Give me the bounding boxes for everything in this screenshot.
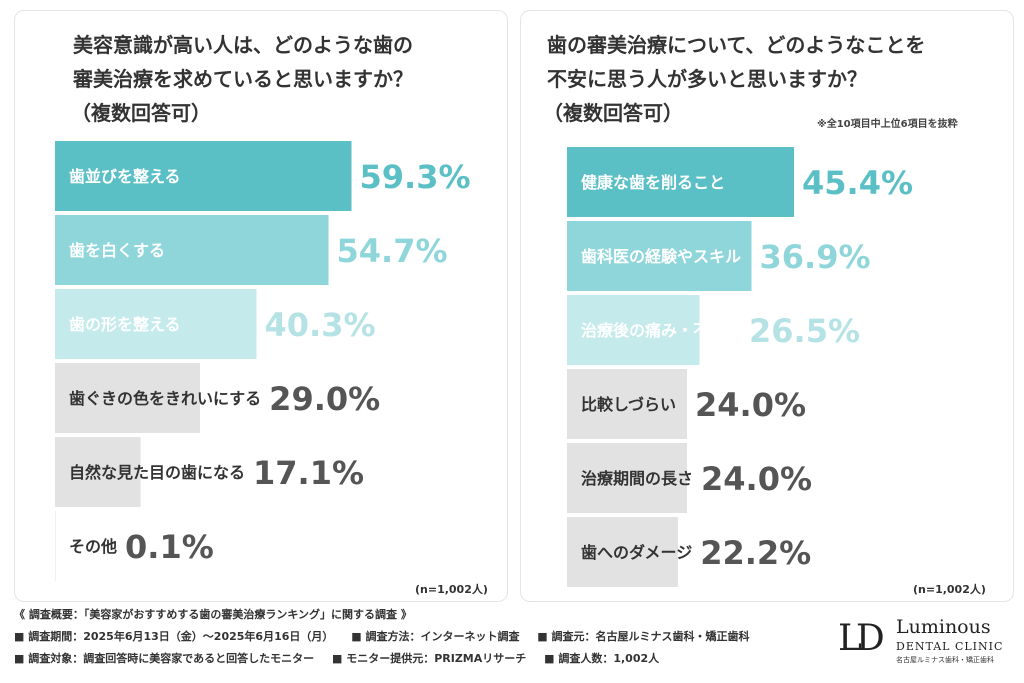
right-title-line-1: 歯の審美治療について、どのようなことを [547,33,926,57]
left-value-label-3: 40.3% [265,306,376,344]
left-value-label-4: 29.0% [269,380,380,418]
right-value-label-2: 36.9% [760,238,871,276]
left-value-label-6: 0.1% [125,528,214,566]
left-title-line-1: 美容意識が高い人は、どのような歯の [73,33,413,57]
right-bar-1 [567,147,794,217]
right-category-label-4: 比較しづらい [581,395,676,414]
right-sample-size: (n=1,002人) [913,583,986,596]
right-value-label-1: 45.4% [802,164,913,202]
left-title-line-2: 審美治療を求めていると思いますか？ [73,67,413,91]
footer-monitor-provider: ■ モニター提供元：PRIZMAリサーチ [331,652,527,665]
left-bar-chart: 歯並びを整える 59.3% 歯を白くする 54.7% 歯の形を整える 40.3% 歯ぐきの色… [55,141,471,581]
left-category-label-1: 歯並びを整える [69,167,181,186]
left-bar-6 [55,511,56,581]
left-title-line-3: （複数回答可） [71,101,211,125]
clinic-logo-subtitle: DENTAL CLINIC [896,640,1004,653]
left-survey-panel: 美容意識が高い人は、どのような歯の 審美治療を求めていると思いますか？ （複数回… [14,10,508,602]
survey-footer: 《 調査概要：「美容家がおすすめする歯の審美治療ランキング」に関する調査 》 ■… [14,606,834,676]
footer-survey-method: ■ 調査方法：インターネット調査 [351,630,520,643]
right-category-label-1: 健康な歯を削ること [581,173,725,192]
left-bar-4 [55,363,200,433]
clinic-logo-mark: LD [838,618,885,659]
right-category-label-2: 歯科医の経験やスキル [581,247,741,266]
right-subset-note: ※全10項目中上位6項目を抜粋 [817,119,958,130]
footer-survey-source: ■ 調査元：名古屋ルミナス歯科・矯正歯科 [537,630,750,643]
footer-survey-period: ■ 調査期間：2025年6月13日（金）～2025年6月16日（月） [14,630,334,643]
left-sample-size: (n=1,002人) [415,583,488,596]
right-title-line-2: 不安に思う人が多いと思いますか？ [547,67,867,91]
right-category-label-3: 治療後の痛み・不快感 [581,321,741,340]
left-bar-5 [55,437,141,507]
left-value-label-1: 59.3% [360,158,471,196]
right-value-label-6: 22.2% [700,534,811,572]
clinic-logo-name: Luminous [896,616,991,638]
right-title-line-3: （複数回答可） [543,101,683,125]
left-category-label-2: 歯を白くする [69,241,165,260]
clinic-logo: LD Luminous DENTAL CLINIC 名古屋ルミナス歯科・矯正歯科 [838,616,1008,672]
footer-survey-target: ■ 調査対象：調査回答時に美容家であると回答したモニター [14,652,315,665]
left-category-label-6: その他 [69,537,117,556]
left-category-label-5: 自然な見た目の歯になる [69,463,245,482]
left-bar-3 [55,289,257,359]
right-bar-6 [567,517,678,587]
right-value-label-3: 26.5% [749,312,860,350]
right-category-label-6: 歯へのダメージ [581,543,692,562]
left-category-label-4: 歯ぐきの色をきれいにする [69,389,261,408]
left-category-label-3: 歯の形を整える [69,315,181,334]
footer-summary: 《 調査概要：「美容家がおすすめする歯の審美治療ランキング」に関する調査 》 [14,608,412,621]
left-value-label-5: 17.1% [253,454,364,492]
right-bar-5 [567,443,687,513]
right-survey-panel: 歯の審美治療について、どのようなことを 不安に思う人が多いと思いますか？ （複数… [520,10,1014,602]
left-value-label-2: 54.7% [337,232,448,270]
right-bar-2 [567,221,752,291]
right-bar-4 [567,369,687,439]
footer-row-1: ■ 調査期間：2025年6月13日（金）～2025年6月16日（月） ■ 調査方… [14,628,764,644]
left-bar-2 [55,215,329,285]
right-value-label-5: 24.0% [701,460,812,498]
footer-respondents: ■ 調査人数：1,002人 [544,652,660,665]
right-category-label-5: 治療期間の長さ [581,469,693,488]
right-bar-chart: 健康な歯を削ること 45.4% 歯科医の経験やスキル 36.9% 治療後の痛み・不快感 2… [567,147,913,587]
left-bar-1 [55,141,352,211]
footer-row-2: ■ 調査対象：調査回答時に美容家であると回答したモニター ■ モニター提供元：P… [14,650,673,666]
right-bar-3 [567,295,700,365]
clinic-logo-japanese: 名古屋ルミナス歯科・矯正歯科 [896,656,994,664]
right-value-label-4: 24.0% [695,386,806,424]
